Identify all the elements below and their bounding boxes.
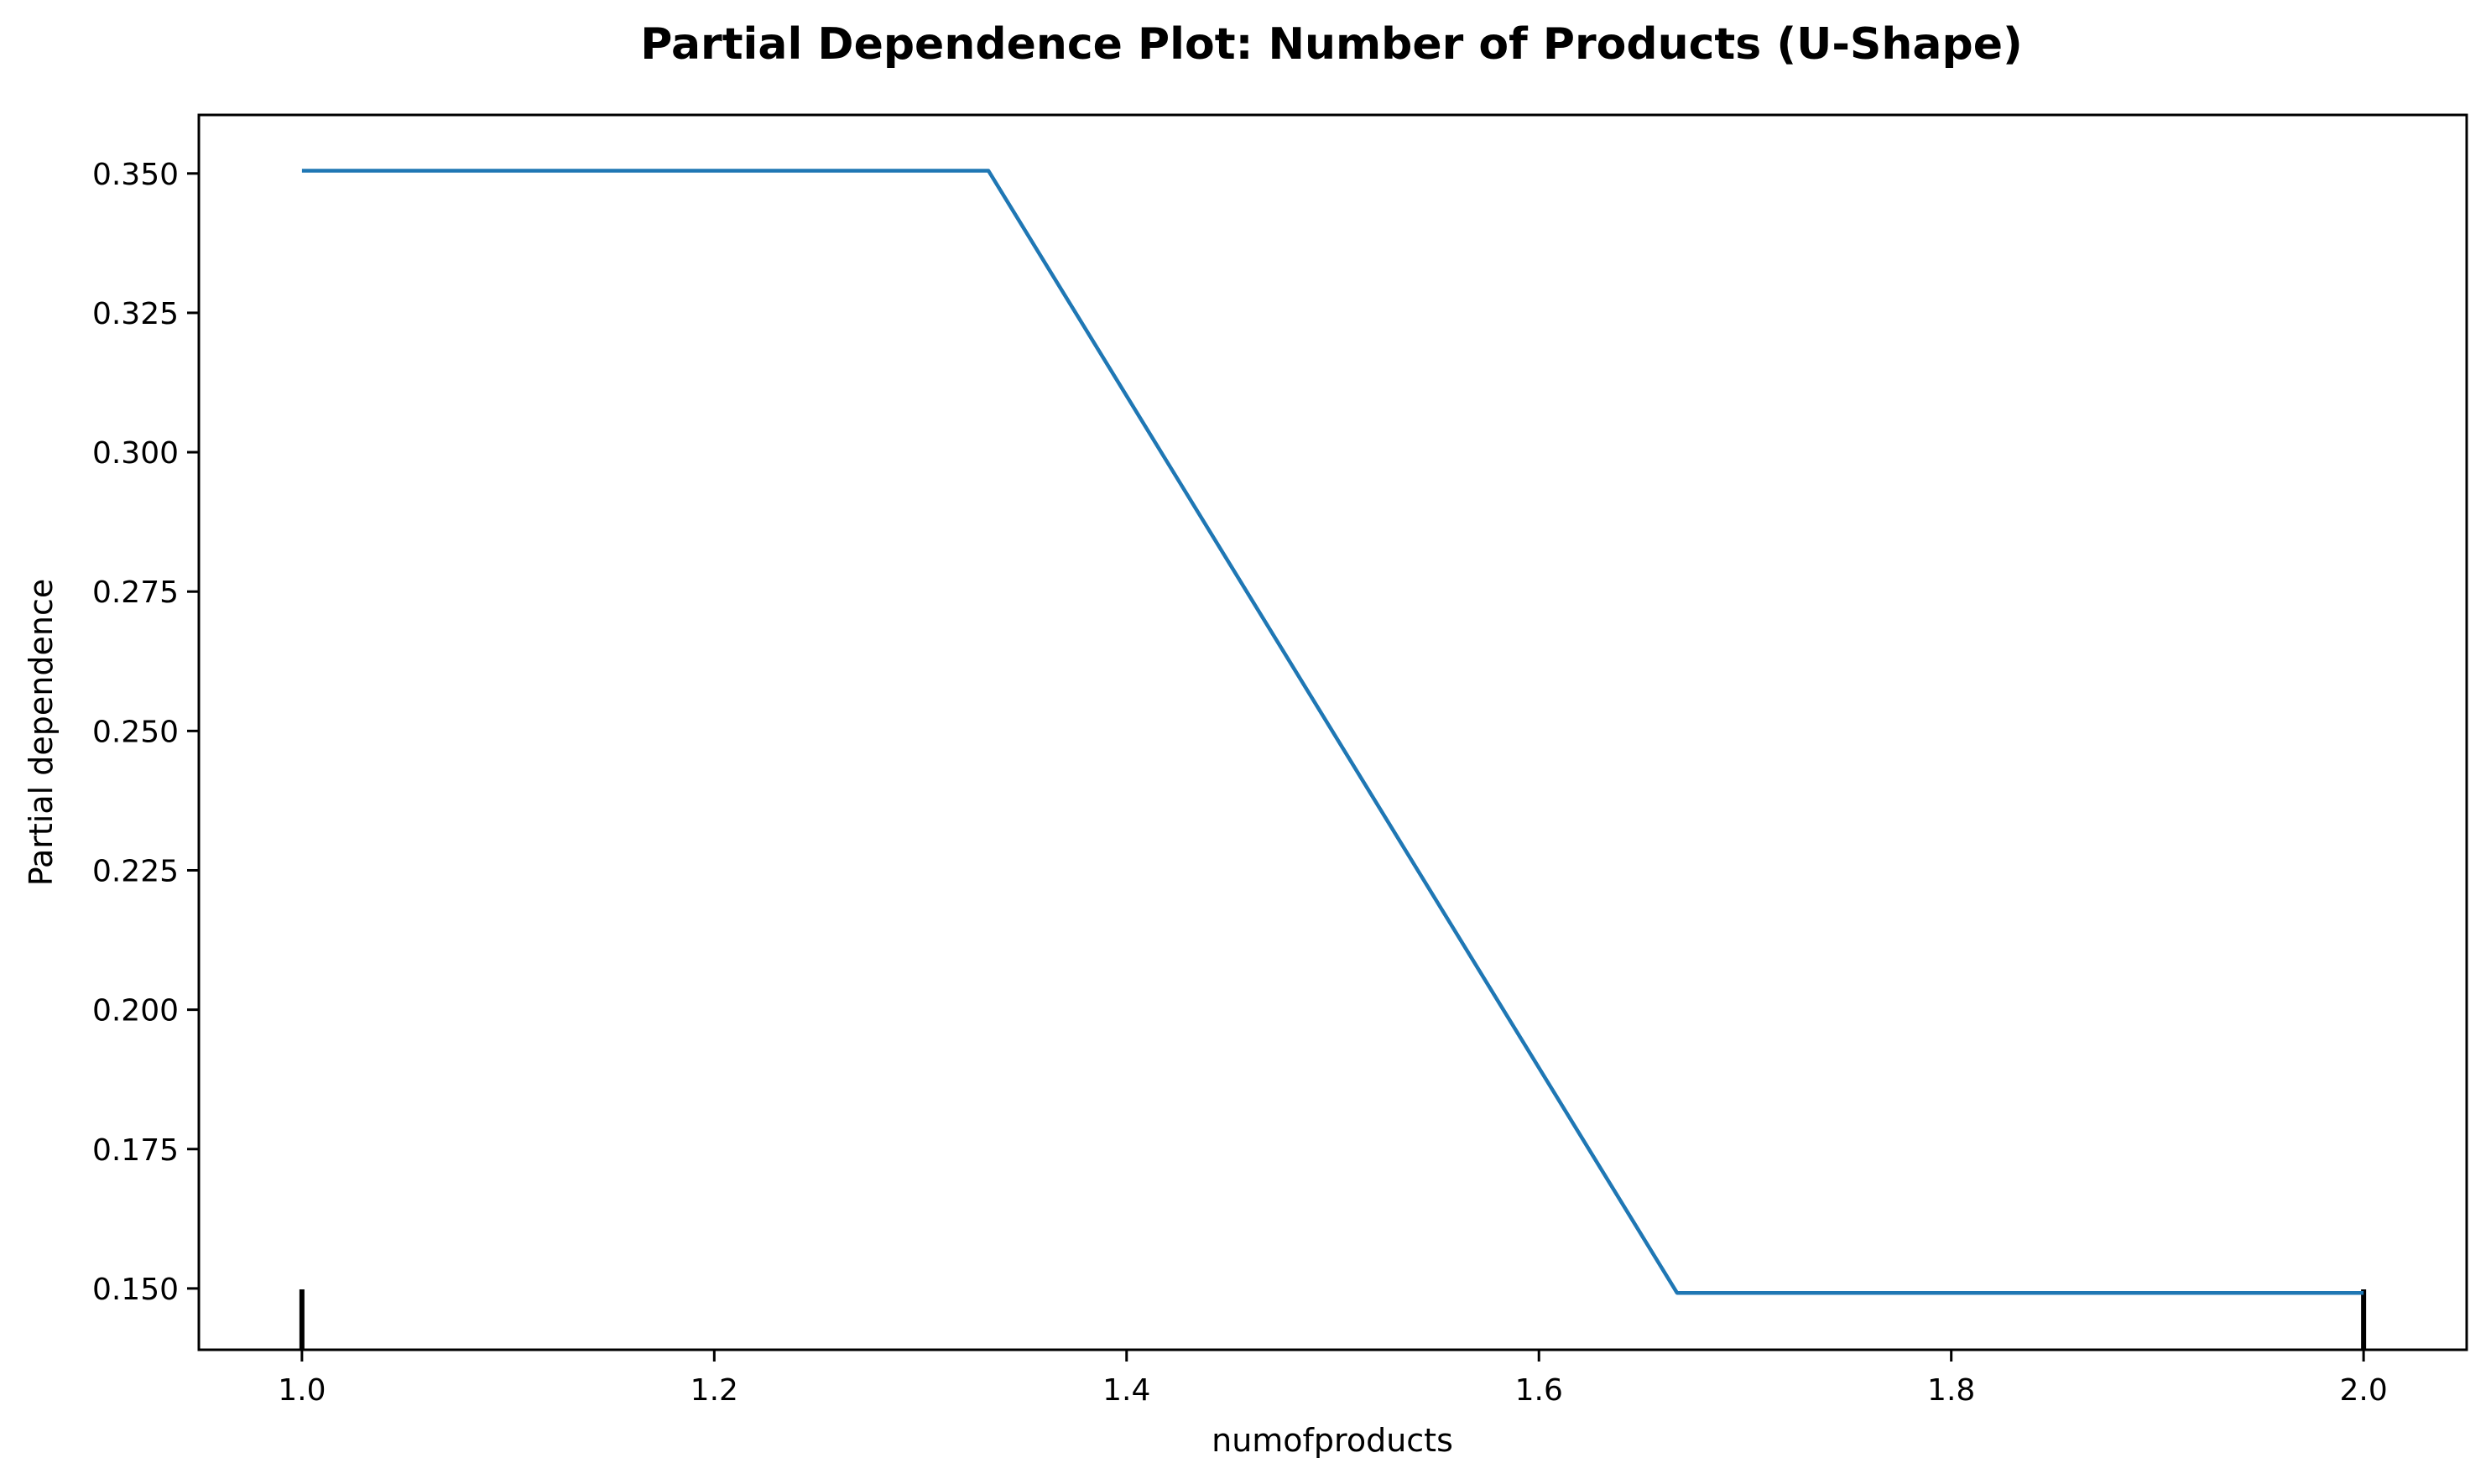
y-axis-ticks: 0.150 0.175 0.200 0.225 0.250 0.275 0.300 0.325… [92,158,199,1307]
x-tick-label: 1.4 [1102,1373,1150,1408]
series-line [301,169,2364,1295]
y-axis-label: Partial dependence [23,579,60,886]
rug-marks [299,1289,2367,1350]
y-tick-label: 0.350 [92,158,179,192]
x-tick-label: 1.8 [1927,1373,1975,1408]
series-group [301,169,2364,1295]
y-tick-label: 0.300 [92,436,179,471]
x-axis-label: numofproducts [1212,1422,1453,1459]
x-tick-label: 1.2 [690,1373,738,1408]
y-tick-label: 0.325 [92,297,179,331]
x-tick-label: 1.6 [1515,1373,1563,1408]
x-tick-label: 2.0 [2340,1373,2388,1408]
y-tick-label: 0.175 [92,1133,179,1168]
y-tick-label: 0.225 [92,854,179,888]
x-axis-ticks: 1.0 1.2 1.4 1.6 1.8 2.0 [278,1350,2388,1408]
chart-title: Partial Dependence Plot: Number of Produ… [640,19,2022,70]
y-tick-label: 0.200 [92,994,179,1028]
plot-area [197,113,2468,1351]
x-tick-label: 1.0 [278,1373,326,1408]
y-tick-label: 0.250 [92,715,179,749]
plot-frame [197,113,2468,1351]
y-tick-label: 0.150 [92,1273,179,1307]
y-tick-label: 0.275 [92,575,179,610]
